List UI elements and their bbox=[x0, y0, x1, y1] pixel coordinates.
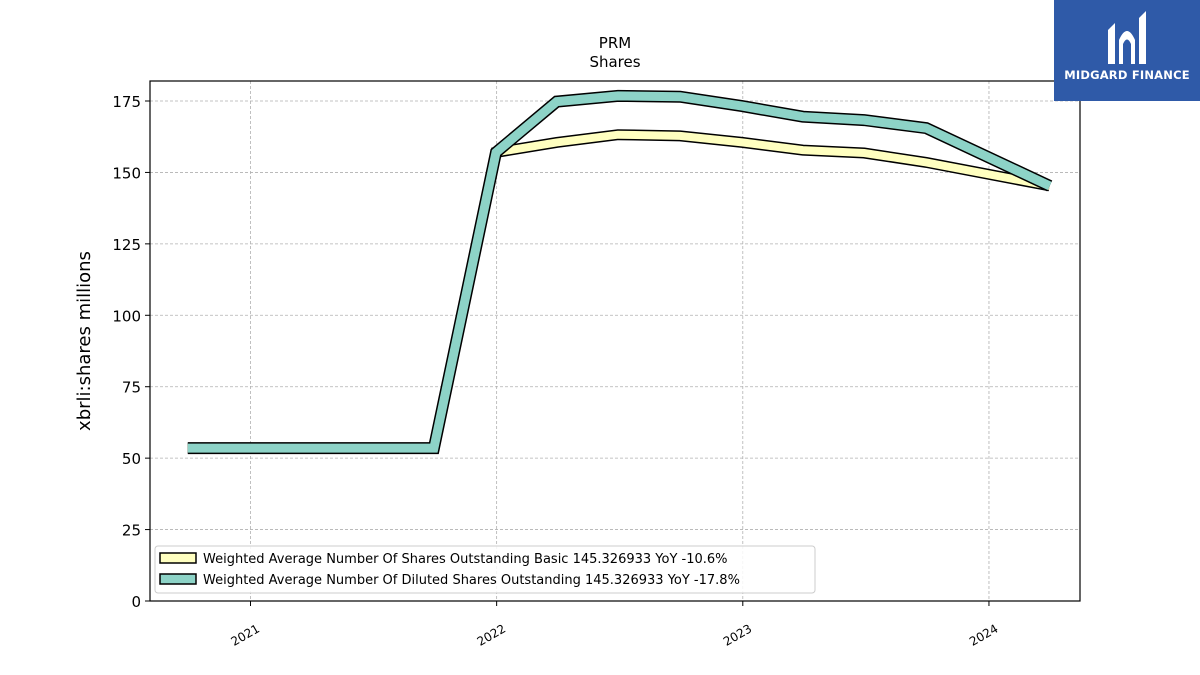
series-line-outline bbox=[187, 129, 1051, 454]
series-line bbox=[187, 91, 1052, 453]
x-tick-label: 2023 bbox=[721, 621, 754, 648]
legend: Weighted Average Number Of Shares Outsta… bbox=[154, 545, 816, 594]
legend-swatch bbox=[159, 573, 197, 585]
x-tick-label: 2024 bbox=[967, 621, 1000, 648]
axis-ticks: 0 25 50 75 100 125 150 175 2021 2022 2023 2024 bbox=[112, 93, 1000, 649]
chart-subtitle: Shares bbox=[589, 53, 640, 71]
y-tick-label: 125 bbox=[112, 236, 141, 254]
y-tick-label: 75 bbox=[122, 379, 141, 397]
logo-mark-icon bbox=[1108, 11, 1146, 64]
grid bbox=[150, 81, 1080, 602]
midgard-finance-logo: MIDGARD FINANCE bbox=[1054, 0, 1200, 101]
legend-swatch bbox=[159, 552, 197, 564]
x-tick-label: 2021 bbox=[229, 621, 262, 648]
series-line bbox=[187, 130, 1051, 453]
y-tick-label: 100 bbox=[112, 307, 141, 325]
y-axis-label: xbrli:shares millions bbox=[74, 251, 95, 431]
series-layer bbox=[187, 89, 1053, 455]
y-tick-label: 0 bbox=[131, 593, 141, 611]
plot-frame bbox=[149, 80, 1081, 602]
y-tick-label: 175 bbox=[112, 93, 141, 111]
legend-label: Weighted Average Number Of Diluted Share… bbox=[203, 573, 740, 588]
y-tick-label: 150 bbox=[112, 164, 141, 182]
y-tick-label: 50 bbox=[122, 450, 141, 468]
chart-title: PRM bbox=[599, 34, 631, 52]
series-line-outline bbox=[187, 89, 1053, 455]
logo-text: MIDGARD FINANCE bbox=[1064, 68, 1190, 82]
x-tick-label: 2022 bbox=[475, 621, 508, 648]
y-tick-label: 25 bbox=[122, 522, 141, 540]
legend-box bbox=[154, 545, 816, 594]
legend-label: Weighted Average Number Of Shares Outsta… bbox=[203, 552, 728, 567]
